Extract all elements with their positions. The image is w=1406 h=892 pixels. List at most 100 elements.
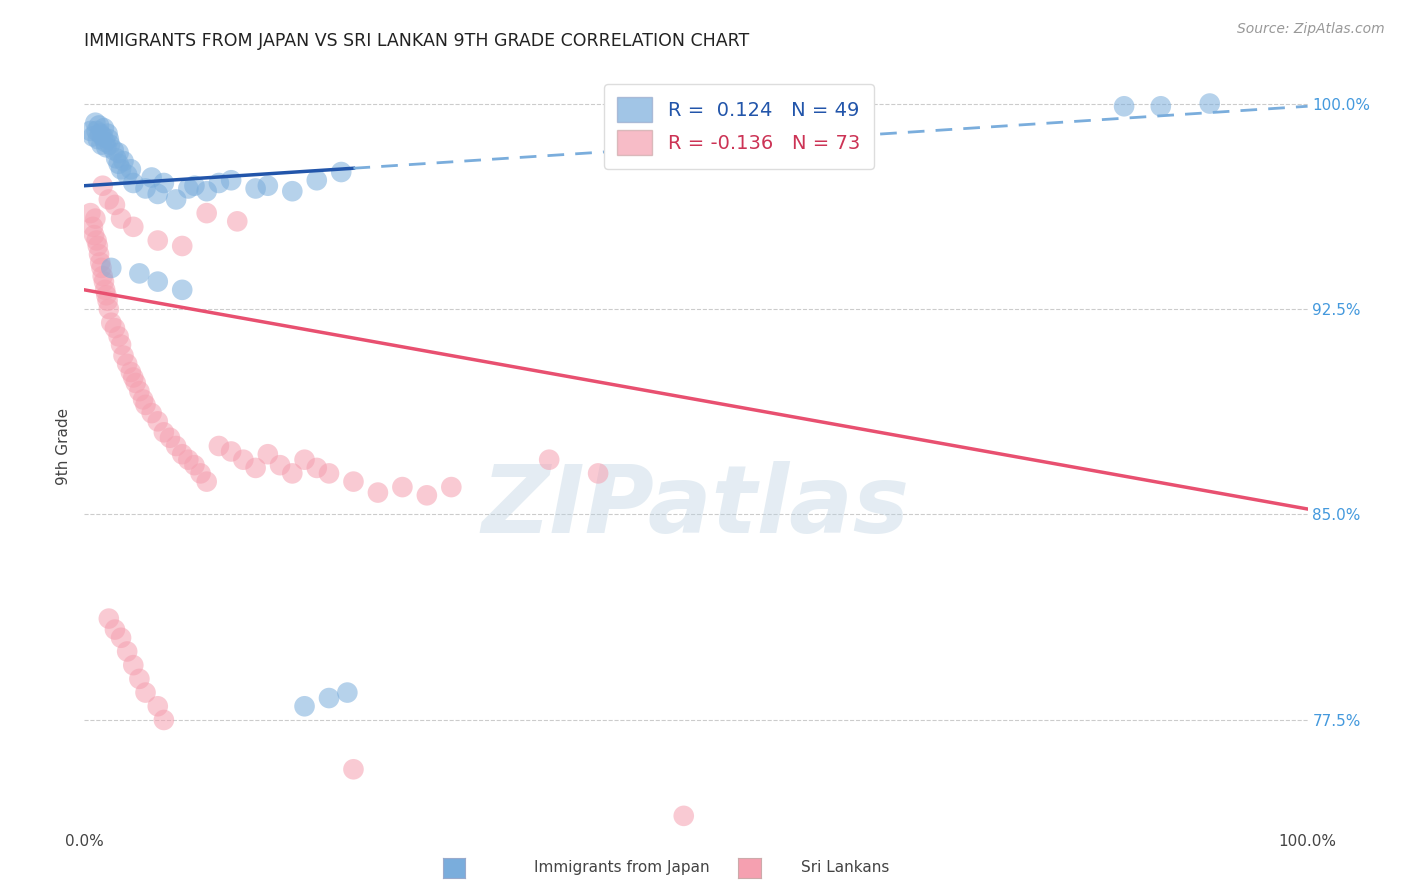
Point	[86, 234, 108, 248]
Point	[172, 283, 194, 297]
Legend: R =  0.124   N = 49, R = -0.136   N = 73: R = 0.124 N = 49, R = -0.136 N = 73	[603, 84, 873, 169]
Point	[269, 458, 291, 472]
Point	[79, 206, 101, 220]
Point	[82, 219, 104, 234]
Point	[153, 425, 176, 440]
Point	[190, 467, 212, 481]
Point	[110, 211, 132, 226]
Point	[104, 623, 127, 637]
Point	[391, 480, 413, 494]
Point	[1198, 96, 1220, 111]
Point	[1114, 99, 1136, 113]
Point	[90, 137, 112, 152]
Point	[232, 452, 254, 467]
Point	[128, 672, 150, 686]
Point	[281, 467, 304, 481]
Point	[97, 132, 120, 146]
Point	[305, 461, 328, 475]
Text: Immigrants from Japan: Immigrants from Japan	[534, 861, 710, 875]
Point	[115, 168, 138, 182]
Point	[105, 151, 128, 165]
Point	[128, 266, 150, 280]
Point	[91, 269, 114, 284]
Point	[82, 129, 104, 144]
Point	[103, 143, 125, 157]
Point	[97, 301, 120, 316]
Point	[122, 219, 145, 234]
Point	[135, 685, 157, 699]
Point	[110, 631, 132, 645]
Point	[195, 475, 218, 489]
Point	[115, 644, 138, 658]
Point	[153, 176, 176, 190]
Point	[208, 439, 231, 453]
Point	[219, 444, 242, 458]
Text: ZIPatlas: ZIPatlas	[482, 461, 910, 553]
Point	[146, 414, 169, 428]
Point	[330, 165, 353, 179]
Point	[336, 685, 359, 699]
Point	[135, 181, 157, 195]
Point	[1150, 99, 1173, 113]
Point	[146, 234, 169, 248]
Text: Sri Lankans: Sri Lankans	[801, 861, 890, 875]
Point	[159, 431, 181, 445]
Point	[120, 162, 142, 177]
Point	[93, 121, 115, 136]
Point	[79, 124, 101, 138]
Point	[257, 447, 280, 461]
Point	[107, 145, 129, 160]
Text: Source: ZipAtlas.com: Source: ZipAtlas.com	[1237, 22, 1385, 37]
Point	[141, 170, 163, 185]
Point	[91, 129, 114, 144]
Point	[183, 458, 205, 472]
Point	[87, 132, 110, 146]
Point	[89, 127, 111, 141]
Point	[90, 260, 112, 275]
Point	[97, 611, 120, 625]
Point	[342, 762, 364, 776]
Point	[281, 184, 304, 198]
Point	[195, 184, 218, 198]
Point	[87, 247, 110, 261]
Point	[318, 467, 340, 481]
Point	[112, 154, 135, 169]
Point	[94, 135, 117, 149]
Point	[135, 398, 157, 412]
Point	[257, 178, 280, 193]
Point	[91, 178, 114, 193]
Point	[172, 447, 194, 461]
Y-axis label: 9th Grade: 9th Grade	[56, 408, 72, 484]
Point	[125, 376, 148, 390]
Point	[195, 206, 218, 220]
Point	[132, 392, 155, 407]
Point	[122, 370, 145, 384]
Point	[97, 193, 120, 207]
Point	[245, 461, 267, 475]
Point	[86, 124, 108, 138]
Point	[172, 239, 194, 253]
Point	[115, 357, 138, 371]
Point	[177, 452, 200, 467]
Point	[104, 321, 127, 335]
Point	[586, 467, 609, 481]
Point	[245, 181, 267, 195]
Point	[367, 485, 389, 500]
Point	[96, 140, 118, 154]
Point	[208, 176, 231, 190]
Point	[294, 699, 316, 714]
Point	[100, 260, 122, 275]
Point	[107, 329, 129, 343]
Point	[120, 365, 142, 379]
Point	[538, 452, 561, 467]
Point	[165, 439, 187, 453]
Point	[416, 488, 439, 502]
Point	[219, 173, 242, 187]
Point	[226, 214, 249, 228]
Point	[122, 176, 145, 190]
Text: IMMIGRANTS FROM JAPAN VS SRI LANKAN 9TH GRADE CORRELATION CHART: IMMIGRANTS FROM JAPAN VS SRI LANKAN 9TH …	[84, 32, 749, 50]
Point	[342, 475, 364, 489]
Point	[146, 275, 169, 289]
Point	[110, 337, 132, 351]
Point	[112, 349, 135, 363]
